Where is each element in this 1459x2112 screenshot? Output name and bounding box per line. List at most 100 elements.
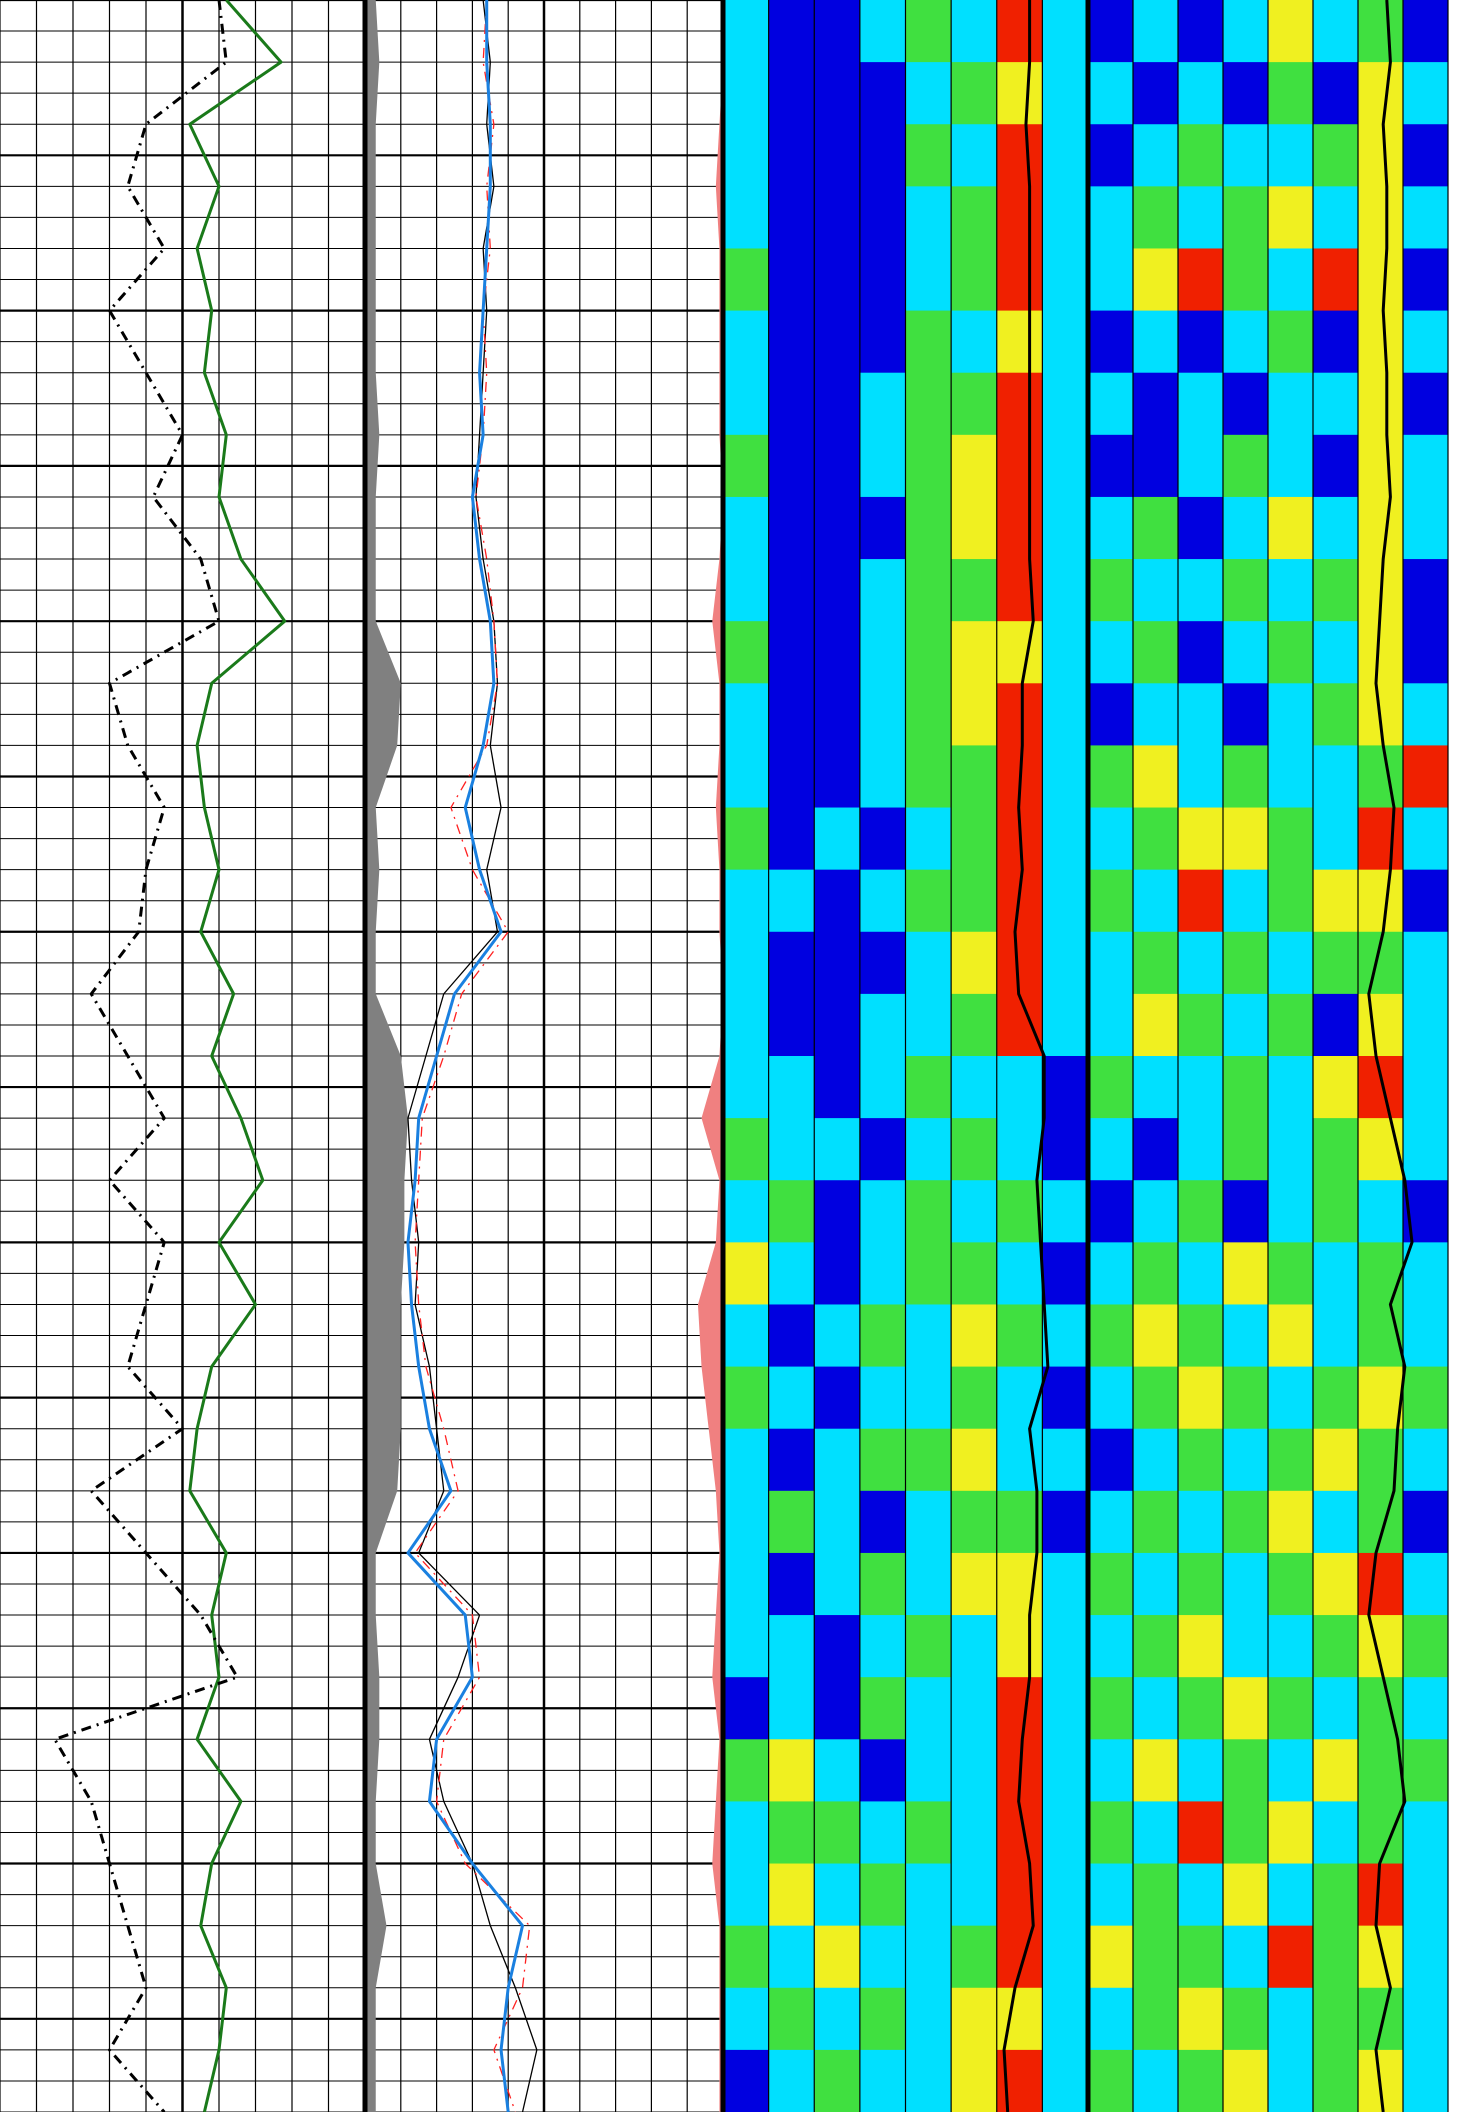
heatmap-cell [1268, 1242, 1314, 1305]
heatmap-cell [1088, 1801, 1134, 1864]
heatmap-cell [1133, 1491, 1179, 1554]
heatmap-cell [951, 1739, 997, 1802]
heatmap-cell [1358, 621, 1404, 684]
heatmap-cell [906, 1242, 952, 1305]
heatmap-cell [1358, 124, 1404, 187]
heatmap-cell [769, 1801, 815, 1864]
heatmap-cell [1403, 932, 1449, 995]
heatmap-cell [1042, 1553, 1088, 1616]
heatmap-cell [1268, 559, 1314, 622]
heatmap-cell [1133, 2050, 1179, 2112]
heatmap-cell [1268, 1615, 1314, 1678]
heatmap-cell [1403, 2050, 1449, 2112]
heatmap-cell [906, 248, 952, 311]
heatmap-cell [1313, 1988, 1359, 2051]
heatmap-cell [1042, 2050, 1088, 2112]
heatmap-cell [1403, 0, 1449, 63]
heatmap-cell [1133, 124, 1179, 187]
heatmap-cell [1223, 124, 1269, 187]
heatmap-cell [769, 186, 815, 249]
heatmap-cell [1313, 1056, 1359, 1119]
heatmap-cell [814, 1180, 860, 1243]
heatmap-cell [997, 932, 1043, 995]
heatmap-cell [997, 1615, 1043, 1678]
heatmap-cell [723, 745, 769, 808]
heatmap-cell [860, 124, 906, 187]
heatmap-cell [1403, 1553, 1449, 1616]
heatmap-cell [1088, 1491, 1134, 1554]
heatmap-cell [1223, 745, 1269, 808]
heatmap-cell [1403, 373, 1449, 436]
heatmap-cell [1313, 1118, 1359, 1181]
heatmap-cell [723, 1491, 769, 1554]
heatmap-cell [997, 0, 1043, 63]
heatmap-cell [1403, 870, 1449, 933]
heatmap-cell [814, 497, 860, 560]
heatmap-cell [1133, 745, 1179, 808]
heatmap-cell [997, 248, 1043, 311]
heatmap-cell [1178, 1988, 1224, 2051]
heatmap-cell [1313, 1367, 1359, 1430]
heatmap-cell [1223, 1864, 1269, 1927]
heatmap-cell [997, 124, 1043, 187]
heatmap-cell [769, 1864, 815, 1927]
heatmap-cell [1042, 0, 1088, 63]
heatmap-cell [1223, 1553, 1269, 1616]
heatmap-cell [1042, 1864, 1088, 1927]
heatmap-cell [1403, 1118, 1449, 1181]
heatmap-cell [951, 497, 997, 560]
heatmap-cell [1223, 808, 1269, 871]
heatmap-cell [1403, 186, 1449, 249]
heatmap-cell [1133, 1180, 1179, 1243]
heatmap-cell [1178, 2050, 1224, 2112]
heatmap-cell [1358, 994, 1404, 1057]
heatmap-cell [951, 1056, 997, 1119]
heatmap-cell [814, 186, 860, 249]
heatmap-cell [1268, 932, 1314, 995]
heatmap-cell [860, 435, 906, 498]
heatmap-cell [1178, 1056, 1224, 1119]
heatmap-cell [860, 1739, 906, 1802]
heatmap-cell [860, 1304, 906, 1367]
heatmap-cell [1088, 1615, 1134, 1678]
heatmap-cell [860, 0, 906, 63]
heatmap-cell [906, 559, 952, 622]
heatmap-cell [723, 1304, 769, 1367]
heatmap-cell [997, 994, 1043, 1057]
heatmap-cell [1223, 1491, 1269, 1554]
heatmap-cell [1268, 186, 1314, 249]
heatmap-cell [1403, 1056, 1449, 1119]
heatmap-cell [723, 1864, 769, 1927]
heatmap-cell [1313, 62, 1359, 125]
heatmap-cell [906, 745, 952, 808]
heatmap-cell [814, 1988, 860, 2051]
heatmap-cell [1042, 1491, 1088, 1554]
heatmap-cell [1268, 1429, 1314, 1492]
heatmap-cell [997, 683, 1043, 746]
heatmap-cell [1268, 435, 1314, 498]
heatmap-cell [951, 932, 997, 995]
heatmap-cell [860, 497, 906, 560]
heatmap-cell [1358, 1926, 1404, 1989]
heatmap-cell [1088, 994, 1134, 1057]
heatmap-cell [1268, 124, 1314, 187]
heatmap-cell [1268, 1677, 1314, 1740]
heatmap-cell [951, 1180, 997, 1243]
heatmap-cell [1313, 186, 1359, 249]
heatmap-cell [906, 1553, 952, 1616]
heatmap-cell [860, 1118, 906, 1181]
heatmap-cell [860, 62, 906, 125]
heatmap-cell [1133, 808, 1179, 871]
heatmap-cell [1313, 994, 1359, 1057]
heatmap-cell [1178, 1367, 1224, 1430]
heatmap-cell [1178, 1677, 1224, 1740]
heatmap-cell [1223, 373, 1269, 436]
heatmap-cell [1088, 248, 1134, 311]
heatmap-cell [1403, 559, 1449, 622]
heatmap-cell [1313, 1926, 1359, 1989]
heatmap-cell [769, 1056, 815, 1119]
heatmap-cell [769, 559, 815, 622]
heatmap-cell [906, 1367, 952, 1430]
heatmap-cell [906, 1180, 952, 1243]
heatmap-cell [1223, 497, 1269, 560]
